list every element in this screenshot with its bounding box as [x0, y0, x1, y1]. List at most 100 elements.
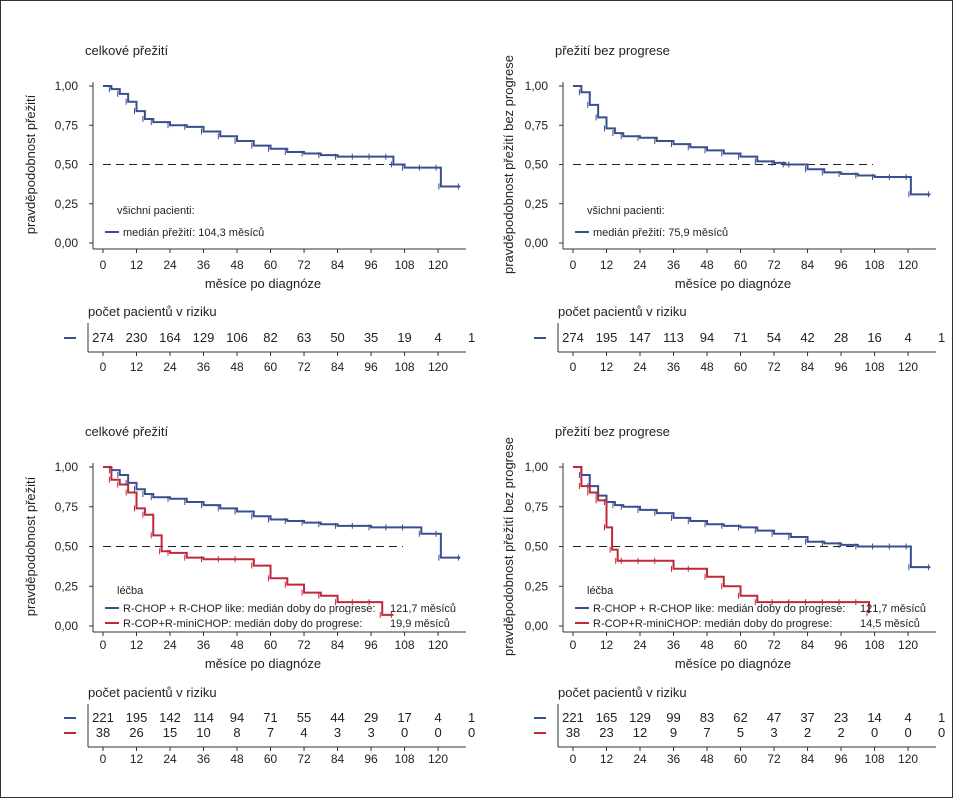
panel4-ytick-label: 1,00	[525, 460, 549, 474]
panel3-risk-value: 7	[267, 725, 274, 740]
panel1-risk-xtick-label: 24	[163, 360, 177, 374]
panel2-ytick-label: 0,25	[525, 197, 549, 211]
panel1-xlabel: měsíce po diagnóze	[205, 276, 321, 291]
panel1-risk-xtick-label: 96	[364, 360, 378, 374]
panel4-xtick-label: 72	[767, 638, 781, 652]
panel4-xtick-label: 60	[734, 638, 748, 652]
panel1-risk-value: 230	[126, 330, 148, 345]
panel3-risk-xtick-label: 36	[197, 752, 211, 766]
panel4-xtick-label: 36	[667, 638, 681, 652]
panel3-xtick-label: 0	[100, 638, 107, 652]
panel4-xlabel: měsíce po diagnóze	[675, 656, 791, 671]
panel1-ytick-label: 0,75	[55, 118, 79, 132]
panel4-risk-xtick-label: 96	[834, 752, 848, 766]
panel3-risk-value: 71	[263, 710, 277, 725]
panel2-xtick-label: 84	[801, 258, 815, 272]
panel2-legend-header: všichni pacienti:	[587, 205, 665, 217]
panel4-risk-xtick-label: 84	[801, 752, 815, 766]
panel3-xtick-label: 48	[230, 638, 244, 652]
panel1-risk-xtick-label: 48	[230, 360, 244, 374]
panel2-xtick-label: 24	[633, 258, 647, 272]
panel1-risk-value: 19	[397, 330, 411, 345]
panel4-legend-label-2: R-COP+R-miniCHOP: medián doby do progres…	[593, 618, 832, 630]
panel4-ytick-label: 0,50	[525, 540, 549, 554]
panel4-ytick-label: 0,75	[525, 500, 549, 514]
panel1-xtick-label: 0	[100, 258, 107, 272]
panel4-risk-value: 23	[599, 725, 613, 740]
panel4-legend-header: léčba	[587, 585, 614, 597]
panel2-risk-value: 1	[938, 330, 945, 345]
panel2-xtick-label: 72	[767, 258, 781, 272]
panel4-risk-value: 0	[938, 725, 945, 740]
panel2-risk-xtick-label: 96	[834, 360, 848, 374]
panel3-risk-title: počet pacientů v riziku	[88, 685, 217, 700]
panel1-risk-value: 82	[263, 330, 277, 345]
panel4-risk-xtick-label: 108	[865, 752, 885, 766]
panel2-risk-xtick-label: 48	[700, 360, 714, 374]
panel1-xtick-label: 24	[163, 258, 177, 272]
panel3-risk-value: 44	[330, 710, 344, 725]
panel3-xtick-label: 96	[364, 638, 378, 652]
panel4-risk-value: 1	[938, 710, 945, 725]
panel1-xtick-label: 48	[230, 258, 244, 272]
panel4-risk-value: 221	[562, 710, 584, 725]
panel3-xtick-label: 120	[428, 638, 448, 652]
panel3-risk-xtick-label: 108	[395, 752, 415, 766]
panel3-risk-value: 94	[230, 710, 244, 725]
panel1-risk-xtick-label: 84	[331, 360, 345, 374]
panel4-xtick-label: 96	[834, 638, 848, 652]
panel1-series-1-line	[103, 85, 461, 188]
panel3-risk-xtick-label: 84	[331, 752, 345, 766]
panel1-xtick-label: 96	[364, 258, 378, 272]
panel1-risk-value: 50	[330, 330, 344, 345]
panel3-risk-value: 10	[196, 725, 210, 740]
panel3-risk-xtick-label: 12	[130, 752, 144, 766]
panel2-risk-value: 42	[800, 330, 814, 345]
panel1-risk-value: 106	[226, 330, 248, 345]
panel1-risk-value: 1	[468, 330, 475, 345]
panel3-series-2-line	[103, 466, 394, 616]
panel3-xtick-label: 72	[297, 638, 311, 652]
panel3-risk-value: 195	[126, 710, 148, 725]
panel1-risk-value: 4	[434, 330, 441, 345]
panel4-legend-value-1: 121,7 měsíců	[860, 603, 926, 615]
panel3-risk-value: 15	[163, 725, 177, 740]
panel4-risk-value: 12	[633, 725, 647, 740]
panel2-xlabel: měsíce po diagnóze	[675, 276, 791, 291]
panel3-risk-value: 0	[468, 725, 475, 740]
panel3-legend-label-2: R-COP+R-miniCHOP: medián doby do progres…	[123, 618, 362, 630]
panel2-xtick-label: 60	[734, 258, 748, 272]
panel2-risk-xtick-label: 108	[865, 360, 885, 374]
panel2-risk-value: 94	[700, 330, 714, 345]
panel4-risk-value: 62	[733, 710, 747, 725]
panel4-series-1-line	[573, 466, 931, 569]
panel1-risk-title: počet pacientů v riziku	[88, 304, 217, 319]
panel1-ytick-label: 0,25	[55, 197, 79, 211]
panel1-risk-value: 274	[92, 330, 114, 345]
panel4-risk-value: 83	[700, 710, 714, 725]
panel3-ytick-label: 1,00	[55, 460, 79, 474]
panel1-legend-label-1: medián přežití: 104,3 měsíců	[123, 227, 264, 239]
panel2-risk-value: 71	[733, 330, 747, 345]
panel4-risk-value: 9	[670, 725, 677, 740]
panel4-risk-value: 99	[666, 710, 680, 725]
panel3-risk-value: 0	[434, 725, 441, 740]
panel4-risk-value: 47	[767, 710, 781, 725]
panel1-ytick-label: 0,50	[55, 158, 79, 172]
panel3-risk-value: 142	[159, 710, 181, 725]
panel4-risk-title: počet pacientů v riziku	[558, 685, 687, 700]
panel3-legend-value-2: 19,9 měsíců	[390, 618, 450, 630]
panel4-ylabel: pravděpodobnost přežití bez progrese	[501, 437, 516, 656]
panel4-risk-value: 4	[904, 710, 911, 725]
panel2-risk-value: 147	[629, 330, 651, 345]
panel4-risk-value: 5	[737, 725, 744, 740]
panel4-risk-value: 3	[770, 725, 777, 740]
panel2-risk-value: 4	[904, 330, 911, 345]
panel3-risk-value: 38	[96, 725, 110, 740]
panel2-xtick-label: 108	[865, 258, 885, 272]
panel4-risk-xtick-label: 0	[570, 752, 577, 766]
panel4-xtick-label: 120	[898, 638, 918, 652]
panel4-risk-xtick-label: 72	[767, 752, 781, 766]
panel1-legend-header: všichni pacienti:	[117, 205, 195, 217]
